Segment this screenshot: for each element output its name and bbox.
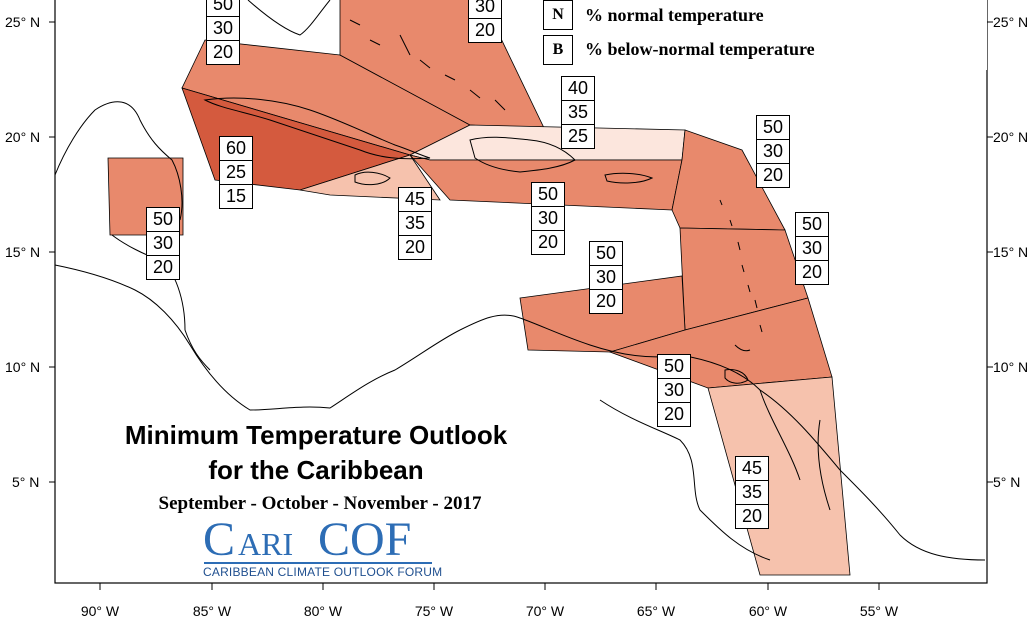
logo-suffix: COF <box>318 513 412 566</box>
south-america-coast <box>459 314 986 561</box>
prob-normal: 35 <box>736 481 768 505</box>
lon-label-75w: 75° W <box>414 603 454 619</box>
lesser-antilles <box>719 199 763 352</box>
prob-below: 20 <box>537 232 559 252</box>
hispaniola-island <box>469 136 576 173</box>
lon-label-55w: 55° W <box>859 603 899 619</box>
venezuela-interior <box>599 399 771 561</box>
prob-box-cuba: 60 25 15 <box>219 136 253 209</box>
prob-below: 20 <box>741 506 763 526</box>
prob-normal: 30 <box>532 207 564 231</box>
legend-panel <box>535 0 987 70</box>
lat-label-20n-left: 20° N <box>5 129 41 145</box>
prob-box-bahamas-west: 50 30 20 <box>206 0 240 65</box>
prob-below: 20 <box>801 262 823 282</box>
prob-above: 50 <box>147 208 179 232</box>
prob-above: 45 <box>399 188 431 212</box>
trinidad-island <box>724 369 749 384</box>
prob-normal: 35 <box>399 212 431 236</box>
prob-below: 20 <box>663 404 685 424</box>
central-america-caribbean <box>111 234 211 371</box>
prob-box-puerto-rico: 50 30 20 <box>531 182 565 255</box>
lon-label-90w: 90° W <box>80 603 120 619</box>
longitude-ticks <box>99 583 880 590</box>
mexico-yucatan-coast <box>54 101 183 221</box>
map-title-line1: Minimum Temperature Outlook <box>124 420 508 450</box>
prob-normal: 30 <box>796 237 828 261</box>
jamaica-island <box>354 171 391 186</box>
latitude-ticks <box>49 21 993 483</box>
prob-above: 50 <box>796 213 828 237</box>
prob-box-hispaniola: 40 35 25 <box>561 76 595 149</box>
map-period: September - October - November - 2017 <box>158 493 482 514</box>
logo-tagline: CARIBBEAN CLIMATE OUTLOOK FORUM <box>203 565 443 579</box>
lat-label-5n-right: 5° N <box>993 474 1021 490</box>
cuba-island <box>203 97 431 160</box>
logo-mid: ARI <box>238 526 294 562</box>
lat-label-5n-left: 5° N <box>12 474 40 490</box>
legend-key-normal: N <box>543 0 573 30</box>
prob-normal: 25 <box>220 161 252 185</box>
prob-above: 45 <box>736 457 768 481</box>
legend-label-normal: % normal temperature <box>585 5 764 25</box>
map-title-line2: for the Caribbean <box>208 455 424 485</box>
prob-below: 15 <box>225 186 247 206</box>
prob-above: 40 <box>562 77 594 101</box>
lat-label-25n-right: 25° N <box>993 14 1029 30</box>
prob-above: 50 <box>590 242 622 266</box>
prob-below: 25 <box>567 126 589 146</box>
prob-box-belize: 50 30 20 <box>146 207 180 280</box>
lon-label-85w: 85° W <box>192 603 232 619</box>
prob-below: 20 <box>152 257 174 277</box>
prob-above: 60 <box>220 137 252 161</box>
logo-rule <box>204 562 432 564</box>
prob-box-windwards: 50 30 20 <box>795 212 829 285</box>
lat-label-10n-right: 10° N <box>993 359 1029 375</box>
prob-box-bahamas-east: 30 20 <box>468 0 502 43</box>
prob-above: 50 <box>658 355 690 379</box>
prob-normal: 30 <box>590 266 622 290</box>
prob-normal: 35 <box>562 101 594 125</box>
lat-label-25n-left: 25° N <box>5 14 41 30</box>
prob-below: 20 <box>212 42 234 62</box>
central-america-coast <box>54 264 461 411</box>
prob-box-trinidad: 50 30 20 <box>657 354 691 427</box>
legend-label-below: % below-normal temperature <box>585 39 815 59</box>
legend-key-below: B <box>543 35 573 65</box>
prob-normal: 30 <box>658 379 690 403</box>
prob-below: 20 <box>404 237 426 257</box>
puerto-rico-island <box>604 172 654 184</box>
bahamas-islands <box>349 19 506 111</box>
prob-normal: 30 <box>469 0 501 19</box>
guiana-rivers <box>759 389 831 511</box>
lat-label-15n-right: 15° N <box>993 244 1029 260</box>
coastlines <box>54 0 986 561</box>
prob-normal: 30 <box>757 140 789 164</box>
prob-box-guianas: 45 35 20 <box>735 456 769 529</box>
prob-above: 50 <box>757 116 789 140</box>
lon-label-65w: 65° W <box>636 603 676 619</box>
prob-above: 50 <box>207 0 239 17</box>
prob-below: 20 <box>474 20 496 40</box>
prob-box-abc-islands: 50 30 20 <box>589 241 623 314</box>
lon-label-80w: 80° W <box>303 603 343 619</box>
prob-below: 20 <box>762 165 784 185</box>
lon-label-70w: 70° W <box>525 603 565 619</box>
prob-normal: 30 <box>207 17 239 41</box>
lon-label-60w: 60° W <box>748 603 788 619</box>
prob-above: 50 <box>532 183 564 207</box>
lat-label-15n-left: 15° N <box>5 244 41 260</box>
logo-prefix: C <box>203 513 236 566</box>
prob-box-jamaica: 45 35 20 <box>398 187 432 260</box>
prob-normal: 30 <box>147 232 179 256</box>
lat-label-20n-right: 20° N <box>993 129 1029 145</box>
prob-box-northern-leewards: 50 30 20 <box>756 115 790 188</box>
prob-below: 20 <box>595 291 617 311</box>
florida-coast <box>247 0 331 36</box>
lat-label-10n-left: 10° N <box>5 359 41 375</box>
